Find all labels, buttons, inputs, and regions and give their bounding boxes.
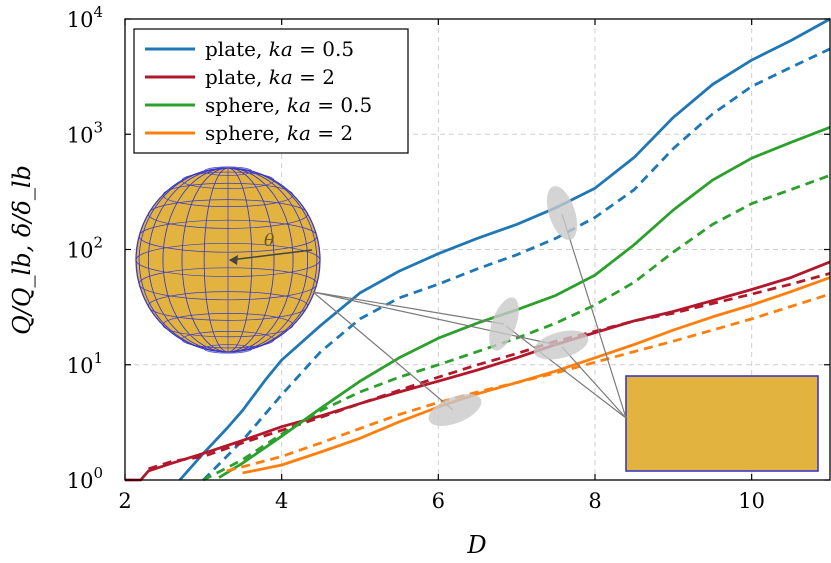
callout-ellipse: [546, 186, 578, 240]
sphere-parallel: [135, 243, 321, 277]
y-tick-label: 103: [67, 118, 103, 147]
series-line-dashed: [202, 47, 831, 481]
x-tick-label: 8: [588, 489, 601, 513]
sphere-parallel: [181, 171, 275, 189]
series-line-dashed: [202, 173, 831, 482]
callout-ellipse: [428, 394, 482, 426]
x-tick-label: 2: [118, 489, 131, 513]
series-line-solid: [178, 17, 831, 481]
plate-inset: [625, 375, 819, 472]
sphere-angle-symbol: θ: [264, 231, 274, 251]
sphere-parallel: [162, 312, 294, 338]
x-tick-label: 4: [275, 489, 288, 513]
legend: plate, ka = 0.5 plate, ka = 2 sphere, ka =…: [133, 28, 409, 154]
sphere-parallel: [147, 199, 309, 229]
sphere-arrow: [229, 255, 238, 265]
x-axis-label: D: [466, 531, 486, 559]
y-tick-label: 101: [67, 349, 103, 378]
sphere-parallel: [138, 219, 318, 253]
sphere-meridian: [138, 167, 318, 353]
ticks: [124, 18, 830, 481]
callout-ellipse: [489, 297, 519, 351]
sphere-parallel: [147, 291, 309, 321]
legend-label: plate, ka = 2: [205, 65, 335, 89]
legend-label: plate, ka = 0.5: [205, 37, 354, 61]
callouts: [312, 186, 627, 426]
legend-label: sphere, ka = 2: [205, 121, 353, 145]
sphere-angle-line: [229, 249, 313, 261]
y-tick-label: 102: [67, 234, 103, 263]
callout-ellipse: [533, 330, 589, 360]
sphere-parallel: [138, 267, 318, 301]
sphere-parallel: [203, 344, 253, 354]
y-tick-label: 104: [67, 3, 103, 32]
sphere-parallel: [203, 166, 253, 176]
series-group: [125, 17, 831, 482]
sphere-parallel: [181, 331, 275, 349]
x-tick-label: 6: [432, 489, 445, 513]
series-line-dashed: [148, 272, 831, 471]
y-tick-label: 100: [67, 464, 103, 493]
sphere-inset: θ: [135, 166, 321, 354]
legend-label: sphere, ka = 0.5: [205, 93, 372, 117]
x-tick-label: 10: [738, 489, 765, 513]
sphere-parallel: [162, 182, 294, 208]
y-axis-label: Q/Q_lb, δ/δ_lb: [8, 165, 36, 335]
series-line-dashed: [226, 292, 831, 473]
